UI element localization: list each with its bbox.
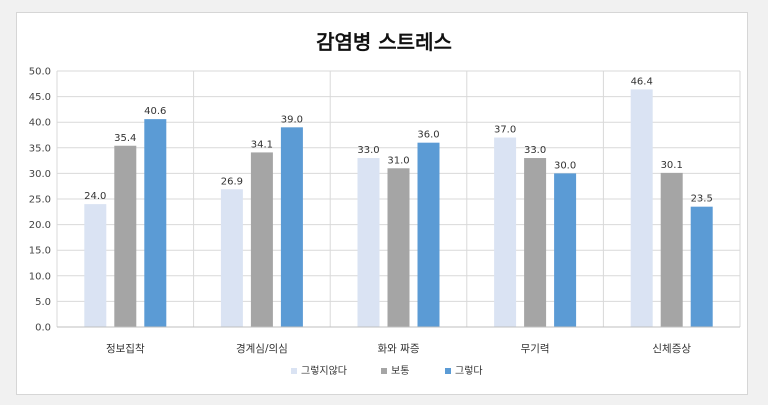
data-label: 26.9 [221, 176, 243, 187]
chart-title: 감염병 스트레스 [316, 30, 452, 54]
bar [280, 127, 303, 327]
bar [690, 206, 713, 327]
legend-label: 그렇지않다 [301, 364, 347, 377]
bar [84, 204, 107, 327]
y-tick-label: 35.0 [29, 143, 51, 154]
bar [494, 137, 517, 327]
legend-swatch [381, 368, 387, 374]
bar [554, 173, 577, 327]
legend-swatch [291, 368, 297, 374]
legend-label: 보통 [391, 365, 409, 377]
y-tick-label: 20.0 [29, 220, 51, 231]
data-label: 46.4 [631, 76, 653, 87]
y-tick-label: 0.0 [35, 323, 51, 334]
y-tick-label: 15.0 [29, 246, 51, 257]
y-tick-label: 25.0 [29, 195, 51, 206]
bar [114, 145, 137, 327]
y-tick-label: 45.0 [29, 92, 51, 103]
data-label: 30.1 [661, 160, 683, 171]
bar [387, 168, 410, 327]
data-label: 34.1 [251, 139, 273, 150]
data-label: 36.0 [417, 130, 439, 141]
bar [524, 158, 547, 327]
data-label: 30.0 [554, 160, 576, 171]
data-label: 23.5 [691, 194, 713, 205]
bar [417, 142, 440, 327]
bar [250, 152, 273, 327]
category-label: 무기력 [521, 343, 550, 355]
data-label: 37.0 [494, 125, 516, 136]
bar [144, 119, 167, 328]
data-label: 39.0 [281, 114, 303, 125]
bar [357, 158, 380, 327]
y-tick-label: 10.0 [29, 271, 51, 282]
y-tick-label: 30.0 [29, 169, 51, 180]
y-tick-label: 5.0 [35, 297, 51, 308]
data-label: 40.6 [144, 106, 166, 117]
chart-frame [16, 12, 748, 395]
data-label: 24.0 [84, 191, 106, 202]
category-label: 정보집착 [106, 343, 145, 355]
data-label: 33.0 [524, 145, 546, 156]
legend-label: 그렇다 [455, 364, 483, 377]
data-label: 31.0 [387, 155, 409, 166]
category-label: 화와 짜증 [378, 343, 420, 355]
data-label: 33.0 [357, 145, 379, 156]
legend-swatch [445, 368, 451, 374]
data-label: 35.4 [114, 133, 136, 144]
bar [220, 189, 243, 327]
bar [630, 89, 653, 327]
y-tick-label: 40.0 [29, 118, 51, 129]
y-tick-label: 50.0 [29, 67, 51, 78]
category-label: 신체증상 [652, 343, 691, 355]
category-label: 경계심/의심 [236, 342, 288, 355]
bar [660, 172, 683, 327]
